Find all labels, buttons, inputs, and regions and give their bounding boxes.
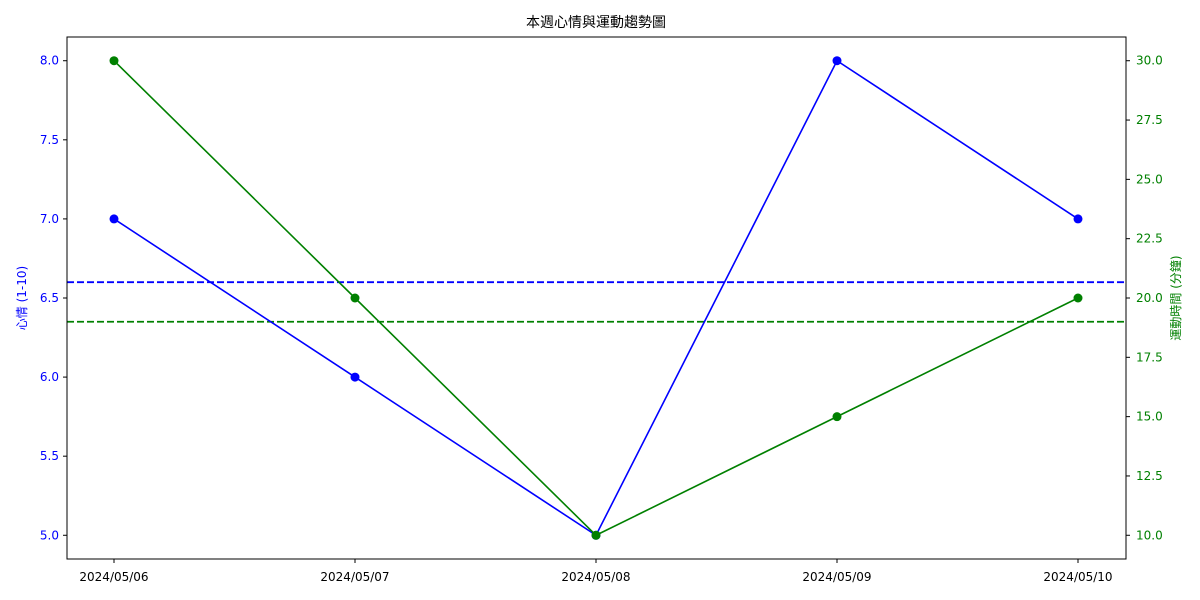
y-right-tick-label: 20.0 xyxy=(1136,291,1163,305)
y-right-tick-label: 17.5 xyxy=(1136,350,1163,364)
data-point-right-0 xyxy=(109,56,119,66)
y-right-tick-label: 15.0 xyxy=(1136,410,1163,424)
data-point-right-4 xyxy=(1073,293,1083,303)
plot-frame xyxy=(66,36,1127,560)
y-left-tick-label: 8.0 xyxy=(40,54,59,68)
x-tick-label: 2024/05/07 xyxy=(320,570,389,584)
data-point-right-1 xyxy=(350,293,360,303)
data-point-right-3 xyxy=(832,412,842,422)
y-left-tick-label: 5.0 xyxy=(40,528,59,542)
data-point-left-4 xyxy=(1073,214,1083,224)
chart-title: 本週心情與運動趨勢圖 xyxy=(526,15,666,31)
data-point-right-2 xyxy=(591,530,601,540)
series-line-left xyxy=(113,59,1079,537)
y-left-tick-label: 6.5 xyxy=(40,291,59,305)
y-right-tick-label: 25.0 xyxy=(1136,172,1163,186)
x-tick-label: 2024/05/10 xyxy=(1043,570,1112,584)
data-point-left-0 xyxy=(109,214,119,224)
y-right-tick-label: 12.5 xyxy=(1136,469,1163,483)
y-right-tick-label: 10.0 xyxy=(1136,528,1163,542)
data-point-left-1 xyxy=(350,372,360,382)
y-left-tick-label: 5.5 xyxy=(40,449,59,463)
y-right-tick-label: 27.5 xyxy=(1136,113,1163,127)
x-tick-label: 2024/05/08 xyxy=(561,570,630,584)
x-tick-label: 2024/05/09 xyxy=(802,570,871,584)
y-axis-right-title: 運動時間 (分鐘) xyxy=(1168,255,1183,340)
y-axis-left-title: 心情 (1-10) xyxy=(15,266,29,330)
y-left-tick-label: 6.0 xyxy=(40,370,59,384)
y-left-tick-label: 7.0 xyxy=(40,212,59,226)
y-right-tick-label: 30.0 xyxy=(1136,54,1163,68)
y-right-tick-label: 22.5 xyxy=(1136,232,1163,246)
series-line-right xyxy=(113,60,1079,537)
data-point-left-3 xyxy=(832,56,842,66)
y-left-tick-label: 7.5 xyxy=(40,133,59,147)
x-tick-label: 2024/05/06 xyxy=(79,570,148,584)
